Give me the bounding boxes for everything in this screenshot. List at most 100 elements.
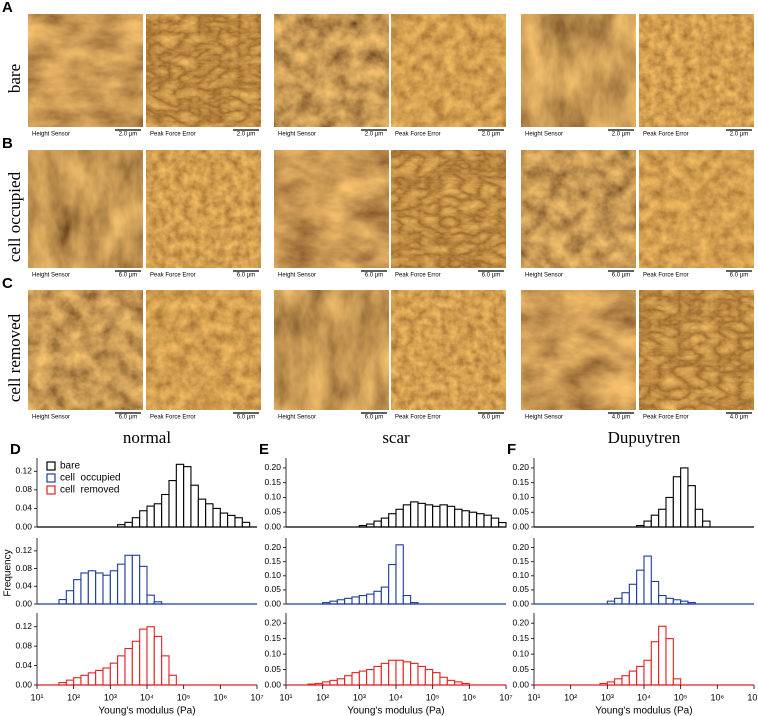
histogram-bar bbox=[388, 659, 397, 686]
panel-letter: E bbox=[259, 441, 269, 458]
histogram-bar bbox=[131, 554, 141, 605]
afm-image bbox=[28, 290, 143, 410]
histogram-bar bbox=[124, 521, 133, 528]
y-tick-label: 0.10 bbox=[264, 648, 281, 658]
histogram-bar bbox=[161, 655, 170, 686]
panel-letter: C bbox=[2, 275, 13, 292]
y-tick-label: 0.15 bbox=[512, 477, 529, 487]
histogram-bar bbox=[417, 502, 426, 528]
histogram-bar bbox=[643, 520, 652, 528]
legend-label: cell removed bbox=[60, 485, 119, 496]
y-tick-label: 0.15 bbox=[512, 556, 529, 566]
y-tick-label: 0.15 bbox=[264, 633, 281, 643]
panel-letter: F bbox=[507, 441, 516, 458]
histogram-bar bbox=[109, 662, 119, 686]
x-tick-label: 10² bbox=[564, 692, 577, 702]
image-caption: Height Sensor bbox=[32, 415, 70, 421]
histogram-bar bbox=[190, 484, 199, 528]
histogram-bar bbox=[146, 626, 155, 686]
scale-bar-label: 2.0 µm bbox=[365, 132, 383, 138]
histogram-bar bbox=[366, 593, 375, 605]
image-caption: Height Sensor bbox=[278, 415, 316, 421]
scale-bar-label: 6.0 µm bbox=[365, 415, 383, 421]
histogram-bar bbox=[636, 665, 645, 686]
scale-bar-label: 4.0 µm bbox=[612, 415, 630, 421]
panel-letter: D bbox=[10, 441, 21, 458]
x-tick-label: 10³ bbox=[104, 692, 117, 702]
x-tick-label: 10³ bbox=[601, 692, 614, 702]
x-tick-label: 10⁵ bbox=[674, 692, 688, 702]
afm-image bbox=[391, 150, 506, 268]
histogram-bar bbox=[410, 501, 419, 528]
afm-image bbox=[639, 150, 754, 268]
histogram-bar bbox=[102, 574, 111, 605]
histogram-bar bbox=[388, 563, 397, 605]
histogram-bar bbox=[665, 496, 674, 528]
y-tick-label: 0.20 bbox=[264, 462, 281, 472]
x-tick-label: 10⁶ bbox=[710, 692, 724, 702]
y-tick-label: 0.12 bbox=[15, 621, 32, 631]
histogram-bar bbox=[446, 679, 456, 686]
x-axis-label: Young's modulus (Pa) bbox=[595, 706, 692, 716]
legend-label: bare bbox=[60, 461, 80, 472]
y-tick-label: 0.15 bbox=[264, 556, 281, 566]
y-tick-label: 0.10 bbox=[512, 648, 529, 658]
y-tick-label: 0.04 bbox=[15, 660, 32, 670]
histogram-bar bbox=[117, 655, 126, 686]
panel-letter: B bbox=[2, 135, 13, 152]
histogram-bar bbox=[380, 586, 390, 605]
afm-image bbox=[391, 14, 506, 127]
scale-bar-label: 6.0 µm bbox=[365, 273, 383, 279]
histogram-bar bbox=[80, 674, 89, 686]
y-tick-label: 0.05 bbox=[512, 506, 529, 516]
histogram-bar bbox=[395, 508, 404, 528]
y-tick-label: 0.10 bbox=[512, 492, 529, 502]
column-title: Dupuytren bbox=[608, 428, 681, 447]
histogram-bar bbox=[73, 579, 82, 605]
histogram-bar bbox=[614, 597, 623, 605]
image-caption: Peak Force Error bbox=[643, 132, 689, 138]
x-tick-label: 10⁶ bbox=[213, 692, 227, 702]
y-tick-label: 0.05 bbox=[512, 664, 529, 674]
image-caption: Peak Force Error bbox=[150, 273, 196, 279]
scale-bar-label: 4.0 µm bbox=[730, 415, 748, 421]
image-caption: Peak Force Error bbox=[643, 273, 689, 279]
histogram-bar bbox=[358, 670, 368, 686]
histogram-bar bbox=[694, 508, 704, 528]
histogram-bar bbox=[102, 667, 111, 686]
image-caption: Peak Force Error bbox=[395, 132, 441, 138]
scale-bar-label: 6.0 µm bbox=[730, 273, 748, 279]
histogram-bar bbox=[366, 668, 375, 686]
histogram-bar bbox=[402, 661, 412, 686]
histogram-bar bbox=[395, 544, 404, 605]
histogram-bar bbox=[234, 517, 243, 528]
histogram-bar bbox=[680, 467, 689, 528]
image-caption: Height Sensor bbox=[525, 132, 563, 138]
y-tick-label: 0.10 bbox=[512, 570, 529, 580]
histogram-bar bbox=[702, 520, 711, 528]
y-tick-label: 0.15 bbox=[512, 633, 529, 643]
histogram-bar bbox=[131, 517, 141, 528]
y-tick-label: 0.20 bbox=[512, 542, 529, 552]
y-tick-label: 0.00 bbox=[15, 521, 32, 531]
histogram-bar bbox=[424, 668, 434, 686]
x-axis-label: Young's modulus (Pa) bbox=[347, 706, 444, 716]
histogram-bar bbox=[476, 513, 485, 528]
histogram-bar bbox=[439, 504, 448, 528]
histogram-bar bbox=[336, 599, 346, 605]
histogram-bar bbox=[175, 463, 185, 528]
legend-label: cell occupied bbox=[60, 473, 121, 484]
histogram-bar bbox=[168, 674, 177, 686]
y-tick-label: 0.00 bbox=[512, 521, 529, 531]
histogram-bar bbox=[614, 678, 623, 686]
histogram-bar bbox=[621, 592, 630, 605]
histogram-bar bbox=[212, 507, 221, 528]
histogram-bar bbox=[336, 678, 346, 686]
y-tick-label: 0.08 bbox=[15, 640, 32, 650]
afm-image bbox=[521, 150, 636, 268]
scale-bar-label: 6.0 µm bbox=[119, 273, 137, 279]
histogram-bar bbox=[658, 508, 667, 528]
y-tick-label: 0.12 bbox=[15, 466, 32, 476]
histogram-bar bbox=[432, 672, 441, 686]
histogram-bar bbox=[454, 508, 463, 528]
